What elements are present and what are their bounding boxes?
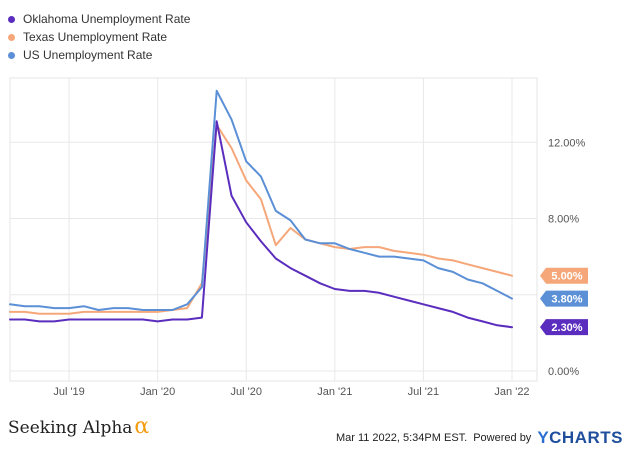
legend-label-texas: Texas Unemployment Rate xyxy=(23,30,168,44)
end-value-label: 3.80% xyxy=(540,290,588,307)
legend-dot-oklahoma xyxy=(8,15,15,23)
legend: Oklahoma Unemployment Rate Texas Unemplo… xyxy=(8,10,190,64)
y-tick-label: 8.00% xyxy=(548,214,579,226)
legend-label-oklahoma: Oklahoma Unemployment Rate xyxy=(23,12,191,26)
timestamp: Mar 11 2022, 5:34PM EST. xyxy=(335,432,468,444)
alpha-icon: α xyxy=(134,414,150,439)
x-tick-label: Jul '21 xyxy=(408,386,439,398)
y-tick-label: 12.00% xyxy=(548,137,586,149)
x-tick-label: Jul '20 xyxy=(231,386,262,398)
brand-name: Seeking Alpha xyxy=(8,418,133,438)
x-tick-label: Jan '21 xyxy=(317,386,352,398)
series-line-oklahoma[interactable] xyxy=(9,120,513,329)
y-tick-label: 0.00% xyxy=(548,366,579,378)
x-tick-label: Jan '20 xyxy=(140,386,175,398)
end-labels-layer: 5.00% 3.80% 2.30% xyxy=(540,267,588,336)
seeking-alpha-logo[interactable]: Seeking Alphaα xyxy=(8,414,149,439)
series-line-us[interactable] xyxy=(9,89,513,311)
end-value-tag xyxy=(540,290,588,307)
end-value-label: 2.30% xyxy=(540,319,588,336)
end-value-text: 5.00% xyxy=(551,271,582,283)
series-line-texas[interactable] xyxy=(9,124,513,315)
legend-dot-us xyxy=(8,51,15,59)
end-value-tag xyxy=(540,319,588,336)
x-tick-label: Jan '22 xyxy=(494,386,529,398)
end-value-tag xyxy=(540,267,588,284)
legend-dot-texas xyxy=(8,33,15,41)
plot-frame xyxy=(9,77,538,382)
ycharts-logo-y: Y xyxy=(537,428,550,447)
series-layer xyxy=(9,89,513,329)
legend-label-us: US Unemployment Rate xyxy=(23,48,153,62)
end-value-text: 2.30% xyxy=(551,322,582,334)
powered-by-label: Powered by xyxy=(473,432,532,444)
grid-layer xyxy=(9,77,538,382)
footer-attribution: Mar 11 2022, 5:34PM EST. Powered by YCHA… xyxy=(336,428,623,448)
legend-item-oklahoma[interactable]: Oklahoma Unemployment Rate xyxy=(8,10,190,28)
legend-item-texas[interactable]: Texas Unemployment Rate xyxy=(8,28,190,46)
end-value-label: 5.00% xyxy=(540,267,588,284)
ycharts-logo-text: CHARTS xyxy=(549,428,623,447)
x-tick-label: Jul '19 xyxy=(53,386,84,398)
ycharts-logo[interactable]: YCHARTS xyxy=(537,428,623,448)
legend-item-us[interactable]: US Unemployment Rate xyxy=(8,46,190,64)
end-value-text: 3.80% xyxy=(551,294,582,306)
